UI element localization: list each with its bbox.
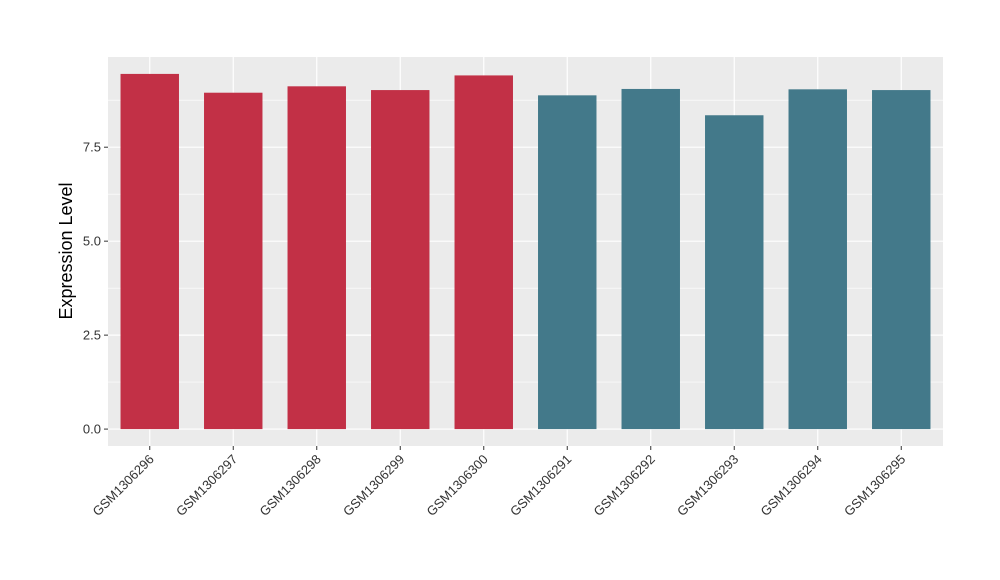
bar [120, 73, 179, 430]
y-tick-label: 0.0 [83, 422, 101, 437]
x-tick-label: GSM1306299 [340, 452, 407, 519]
x-tick-label: GSM1306300 [424, 452, 491, 519]
bar [621, 88, 680, 430]
x-axis: GSM1306296 GSM1306297 GSM1306298 GSM1306299… [90, 446, 908, 519]
bar [538, 95, 597, 430]
x-tick-label: GSM1306297 [173, 452, 240, 519]
x-tick-label: GSM1306293 [674, 452, 741, 519]
bar [204, 92, 263, 430]
y-tick-label: 7.5 [83, 140, 101, 155]
bar [705, 115, 764, 430]
bar [872, 90, 931, 430]
bar [788, 89, 847, 430]
bar [454, 75, 513, 430]
y-axis: 0.0 2.5 5.0 7.5 [83, 140, 108, 437]
y-tick-label: 2.5 [83, 328, 101, 343]
x-tick-label: GSM1306298 [257, 452, 324, 519]
x-tick-label: GSM1306292 [591, 452, 658, 519]
bars [120, 73, 931, 430]
x-tick-label: GSM1306291 [507, 452, 574, 519]
x-tick-label: GSM1306294 [758, 452, 825, 519]
x-tick-label: GSM1306296 [90, 452, 157, 519]
bar [287, 86, 346, 430]
x-tick-label: GSM1306295 [841, 452, 908, 519]
y-axis-title: Expression Level [56, 182, 76, 319]
bar [371, 90, 430, 430]
y-tick-label: 5.0 [83, 234, 101, 249]
